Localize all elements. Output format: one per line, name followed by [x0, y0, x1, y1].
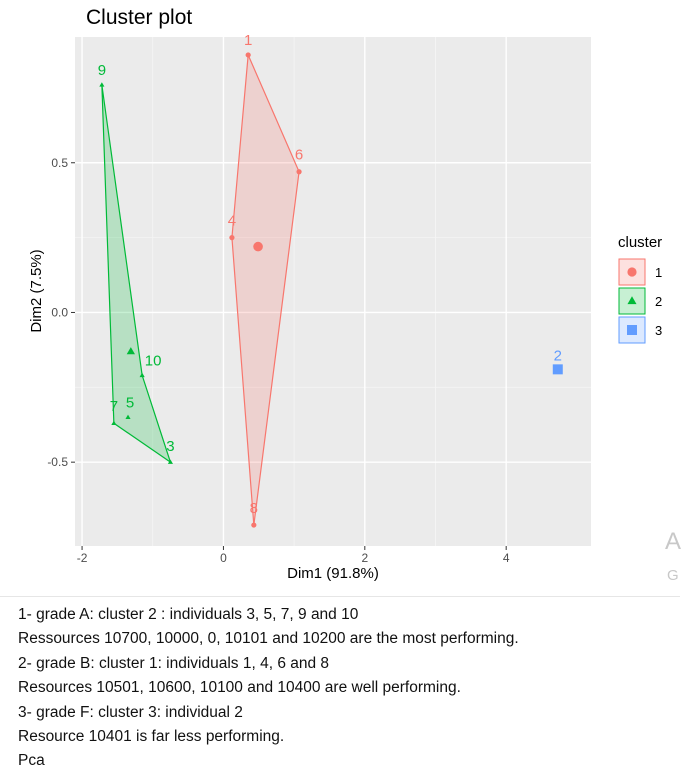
point-label-4: 4 [228, 213, 236, 230]
point-label-2: 2 [554, 347, 562, 364]
y-tick-label: -0.5 [47, 455, 68, 469]
point-label-9: 9 [98, 62, 106, 79]
legend-label-3: 3 [655, 323, 662, 338]
legend-marker-3 [627, 325, 637, 335]
legend-items: 1 2 3 [618, 258, 662, 344]
chart-svg: Cluster plot 1 6 4 8 9 10 7 5 3 2 -2 0 2 4 -0.5 0.0 0.5… [28, 6, 681, 584]
legend-label-2: 2 [655, 294, 662, 309]
note-line-grade-a-resources: Ressources 10700, 10000, 0, 10101 and 10… [18, 630, 519, 648]
data-points [99, 52, 563, 528]
background-glyph-a: A [665, 528, 681, 555]
grid-lines [75, 37, 591, 546]
point-9 [99, 82, 105, 87]
point-label-10: 10 [145, 352, 162, 369]
cluster-1-centroid [253, 241, 263, 252]
point-label-7: 7 [110, 398, 118, 415]
point-4 [229, 235, 235, 241]
y-tick-label: 0.0 [51, 305, 68, 319]
y-tick-label: 0.5 [51, 156, 68, 170]
x-tick-label: -2 [77, 551, 88, 565]
x-tick-label: 0 [220, 551, 227, 565]
point-label-8: 8 [250, 500, 258, 517]
point-10 [139, 372, 145, 378]
point-label-5: 5 [126, 394, 134, 411]
legend: cluster 1 2 3 [618, 234, 662, 344]
point-6 [296, 169, 302, 175]
note-line-pca: Pca [18, 752, 45, 770]
note-line-grade-a: 1- grade A: cluster 2 : individuals 3, 5… [18, 606, 359, 623]
point-labels: 1 6 4 8 9 10 7 5 3 2 [98, 32, 562, 517]
y-axis-title: Dim2 (7.5%) [28, 249, 45, 332]
legend-marker-2 [627, 296, 637, 305]
legend-title: cluster [618, 234, 662, 251]
note-line-grade-b: 2- grade B: cluster 1: individuals 1, 4,… [18, 654, 330, 672]
legend-marker-1 [627, 267, 637, 277]
point-7 [111, 420, 117, 426]
plot-panel [75, 37, 591, 546]
point-3 [167, 459, 173, 464]
legend-key-3 [618, 316, 646, 344]
point-label-6: 6 [295, 147, 303, 164]
note-line-grade-b-resources: Resources 10501, 10600, 10100 and 10400 … [18, 679, 461, 697]
cluster-plot: Cluster plot 1 6 4 8 9 10 7 5 3 2 -2 0 2 4 -0.5 0.0 0.5… [28, 6, 681, 584]
note-line-grade-f-resources: Resource 10401 is far less performing. [18, 728, 285, 746]
chart-title: Cluster plot [86, 6, 192, 29]
x-axis-title: Dim1 (91.8%) [287, 565, 379, 582]
x-tick-label: 2 [361, 551, 368, 565]
x-tick-label: 4 [503, 551, 510, 565]
legend-label-1: 1 [655, 265, 662, 280]
point-1 [245, 52, 251, 58]
divider [0, 596, 680, 597]
point-8 [251, 522, 257, 528]
point-label-3: 3 [166, 438, 174, 455]
point-2 [552, 364, 563, 375]
note-line-grade-f: 3- grade F: cluster 3: individual 2 [18, 703, 243, 721]
point-5 [125, 414, 131, 420]
cluster-2-centroid [126, 347, 135, 355]
axis-ticks: -2 0 2 4 -0.5 0.0 0.5 [47, 156, 510, 565]
notes: 1- grade A: cluster 2 : individuals 3, 5… [18, 603, 688, 774]
background-glyph-g: G [667, 567, 679, 584]
point-label-1: 1 [244, 32, 252, 49]
